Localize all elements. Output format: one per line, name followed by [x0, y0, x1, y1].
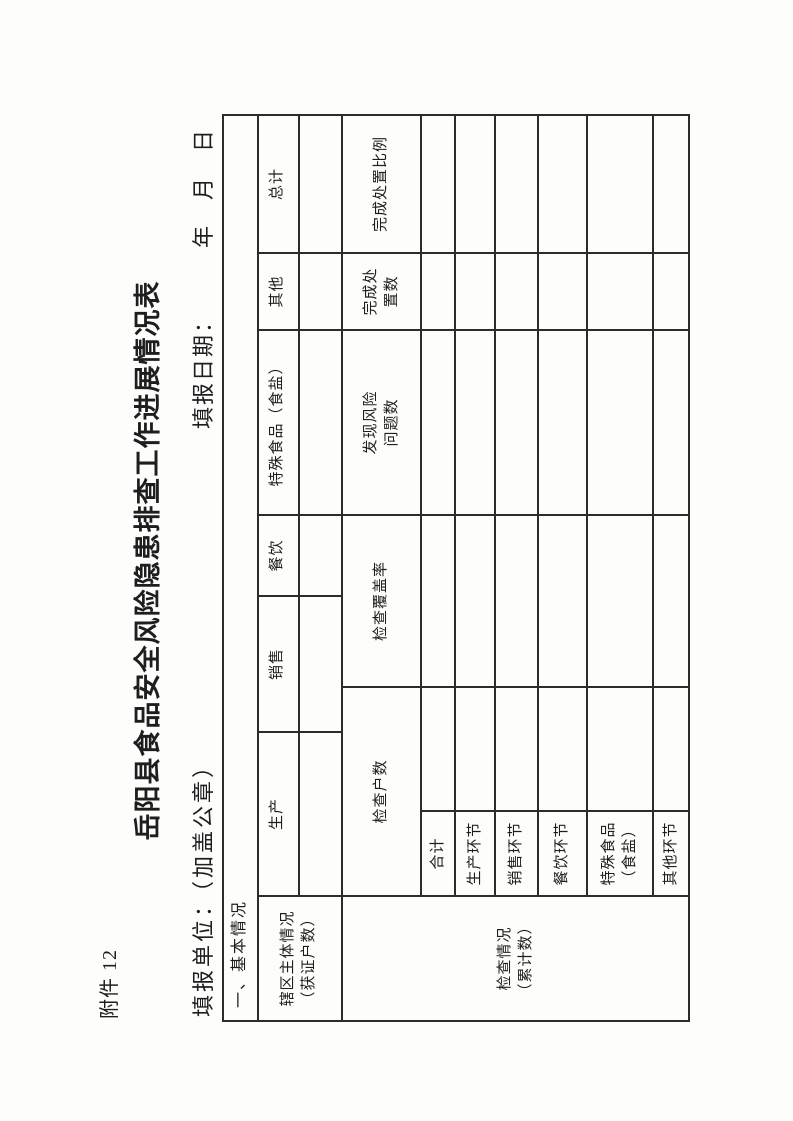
category-header-catering: 餐饮	[269, 539, 285, 572]
gridline	[257, 329, 688, 331]
gridline	[652, 116, 654, 897]
metric-header-inspected-count: 检查户数	[373, 759, 389, 824]
row-label-sales: 销售环节	[508, 821, 524, 886]
category-header-production: 生产	[269, 798, 285, 831]
gridline	[257, 514, 688, 516]
gridline	[586, 116, 588, 897]
metric-header-risks-found: 发现风险 问题数	[362, 390, 400, 455]
inspection-section-label: 检查情况 （累计数）	[496, 918, 534, 999]
row-label-special-food: 特殊食品 （食盐）	[601, 821, 638, 886]
metric-header-coverage-rate: 检查覆盖率	[373, 561, 389, 642]
gridline	[420, 116, 422, 897]
row-label-production: 生产环节	[466, 821, 483, 886]
region-entities-label: 辖区主体情况 （获证户数）	[280, 910, 317, 1007]
gridline	[257, 252, 688, 254]
row-label-catering: 餐饮环节	[554, 821, 570, 886]
fill-unit-label: 填报单位：（加盖公章）	[191, 752, 216, 1017]
gridline	[454, 116, 456, 897]
attachment-label: 附件 12	[99, 949, 121, 1019]
section1-header: 一、基本情况	[231, 899, 249, 1008]
gridline	[537, 116, 539, 897]
progress-table: 一、基本情况 辖区主体情况 （获证户数） 生产 销售 餐饮 特殊食品（食盐） 其…	[222, 114, 690, 1022]
row-label-total: 合计	[429, 837, 446, 870]
category-header-other: 其他	[269, 275, 285, 308]
page-title: 岳阳县食品安全风险隐患排查工作进展情况表	[133, 280, 163, 841]
category-header-total: 总计	[269, 168, 285, 201]
gridline	[298, 116, 300, 897]
metric-header-handled-count: 完成处 置数	[362, 267, 400, 316]
metric-header-handled-ratio: 完成处置比例	[373, 136, 389, 233]
category-header-sales: 销售	[269, 648, 285, 681]
gridline	[494, 116, 496, 897]
fill-date-label: 填报日期： 年 月 日	[191, 128, 216, 430]
category-header-special-food: 特殊食品（食盐）	[269, 358, 285, 487]
row-label-other: 其他环节	[662, 821, 679, 886]
